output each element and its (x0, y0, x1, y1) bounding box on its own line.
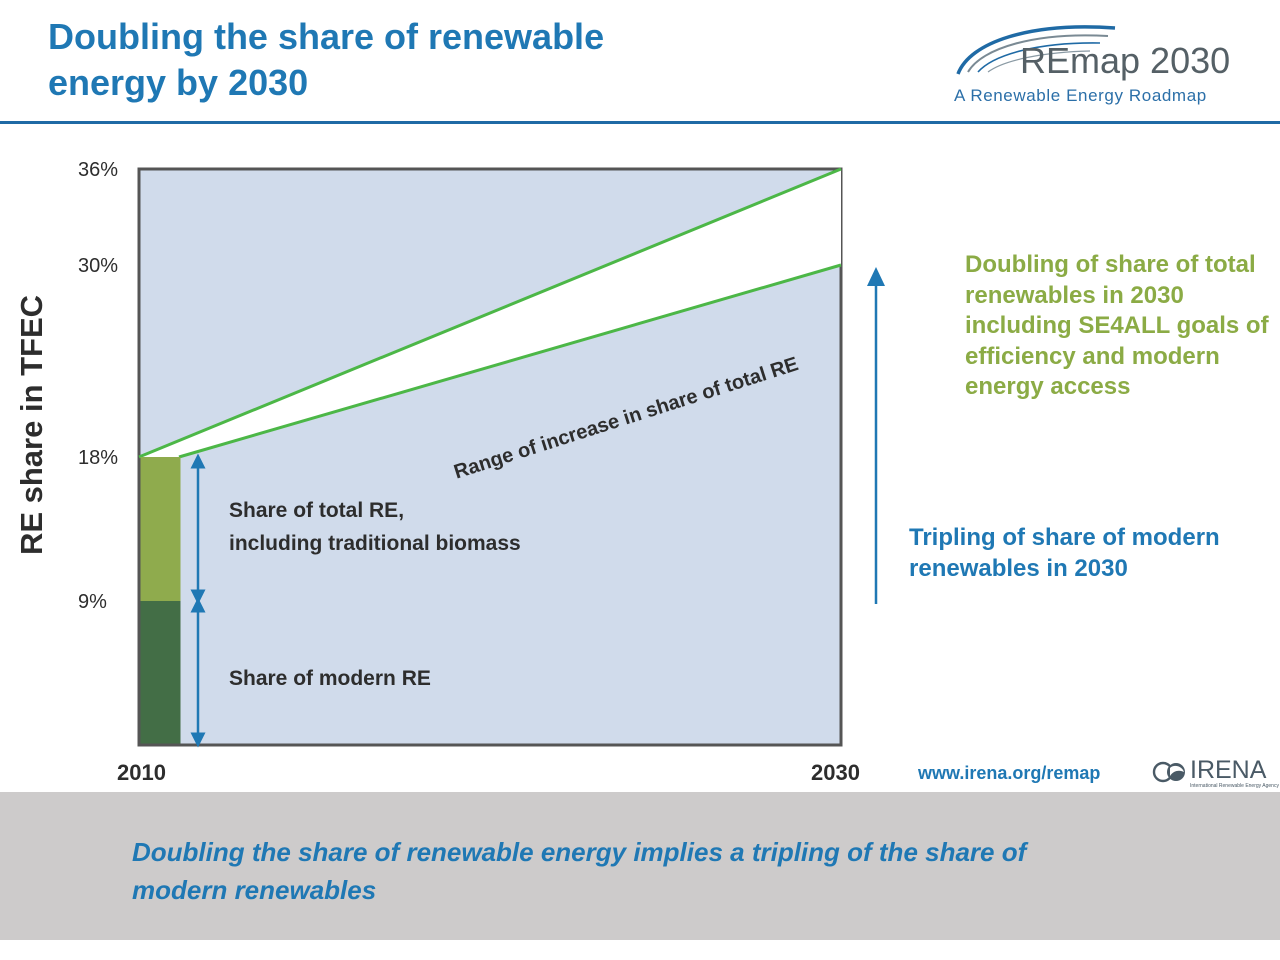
y-axis-label-container: RE share in TFEC (12, 295, 52, 555)
y-tick-label: 36% (78, 159, 118, 181)
range-lower-edge (178, 263, 842, 459)
irena-name: IRENA (1190, 756, 1267, 784)
caption-text: Doubling the share of renewable energy i… (132, 837, 1027, 905)
irena-logo: IRENA International Renewable Energy Age… (1152, 756, 1279, 790)
modern-re-label: Share of modern RE (229, 667, 431, 690)
y-axis-label: RE share in TFEC (14, 294, 49, 556)
bar-modern-re (140, 601, 181, 744)
bar-total-re (140, 457, 181, 601)
y-tick-label: 30% (78, 255, 118, 277)
total-re-label-line: Share of total RE, (229, 499, 404, 522)
y-tick-label: 9% (78, 591, 107, 613)
total-re-label: Share of total RE, including traditional… (229, 499, 521, 555)
irena-globe-icon (1152, 761, 1185, 783)
remap-swoosh-icon (956, 25, 1116, 75)
irena-subtitle: International Renewable Energy Agency (1190, 783, 1279, 789)
slide-title: Doubling the share of renewable energy b… (48, 16, 605, 103)
range-upper-edge (138, 167, 842, 459)
irena-url[interactable]: www.irena.org/remap (918, 763, 1101, 783)
tripling-arrowhead (867, 267, 885, 286)
caption-band: Doubling the share of renewable energy i… (0, 792, 1280, 940)
remap-logo: REmap 2030 A Renewable Energy Roadmap (940, 12, 1270, 112)
x-tick-label: 2010 (117, 760, 166, 785)
doubling-note: Doubling of share of total renewables in… (965, 251, 1269, 400)
tripling-note: Tripling of share of modern renewables i… (909, 524, 1220, 582)
re-share-chart: 36% 30% 18% 9% 2010 2030 Range of increa… (78, 159, 885, 785)
remap-logo-name: REmap 2030 (1020, 40, 1231, 81)
y-tick-label: 18% (78, 447, 118, 469)
title-rule (0, 121, 1280, 124)
x-tick-label: 2030 (811, 760, 860, 785)
remap-logo-tagline: A Renewable Energy Roadmap (954, 86, 1207, 105)
total-re-label-line: including traditional biomass (229, 532, 521, 555)
